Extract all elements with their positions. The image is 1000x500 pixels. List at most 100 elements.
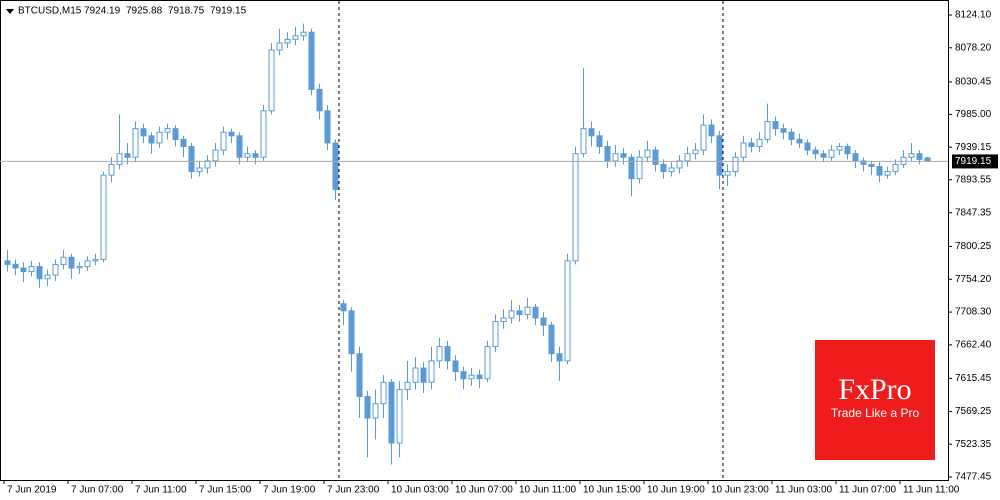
candle-body [500,317,507,323]
logo-brand: FxPro [838,373,911,406]
y-tick-label: 7893.55 [955,174,992,185]
candle-body [612,153,619,162]
y-tick-label: 8078.20 [955,42,992,53]
y-tick-label: 7708.30 [955,307,992,318]
candle-body [148,135,155,144]
x-tick-label: 10 Jun 03:00 [391,485,449,496]
candle-body [852,153,859,162]
candle-body [444,346,451,362]
y-tick-label: 7939.15 [955,142,992,153]
candle-body [892,163,899,173]
candle-body [820,153,827,158]
candle-body [364,396,371,419]
candle-body [412,367,419,383]
candle-body [164,128,171,133]
candles [0,23,948,465]
candle-body [12,263,19,269]
candle-body [492,321,499,348]
candle-body [884,171,891,176]
candle-body [900,156,907,165]
candle-body [236,135,243,158]
candle-body [452,360,459,373]
header-open: 7924.19 [84,6,121,17]
candle-body [316,88,323,112]
candle-body [356,353,363,398]
candle-body [580,128,587,155]
candle-body [572,153,579,262]
x-tick-label: 10 Jun 23:00 [711,485,769,496]
candle-body [636,156,643,180]
candle-body [132,128,139,158]
candle-body [756,138,763,148]
candle-body [84,260,91,268]
candle-body [740,142,747,158]
logo: FxPro Trade Like a Pro [815,340,935,460]
candle-body [604,146,611,162]
candle-body [220,131,227,151]
symbol: BTCUSD,M15 [18,6,82,17]
candle-body [540,317,547,326]
x-tick-label: 7 Jun 07:00 [71,485,124,496]
price-label: 7919.15 [955,156,992,167]
x-tick-label: 7 Jun 15:00 [199,485,252,496]
candle-body [732,156,739,173]
x-tick-label: 10 Jun 15:00 [583,485,641,496]
candle-body [508,310,515,319]
y-tick-label: 7477.45 [955,472,992,483]
candle-body [60,256,67,265]
candle-body [644,149,651,158]
candle-body [268,49,275,112]
candle-body [796,138,803,144]
candle-body [244,153,251,158]
candle-body [724,171,731,176]
candle-body [380,381,387,405]
y-tick-label: 8030.45 [955,77,992,88]
candle-body [156,131,163,144]
candle-body [76,266,83,269]
candle-body [92,258,99,262]
candle-body [388,381,395,444]
x-tick-label: 11 Jun 07:00 [839,485,897,496]
candle-body [876,166,883,176]
candle-body [620,153,627,158]
x-tick-label: 7 Jun 19:00 [263,485,316,496]
candle-body [284,38,291,44]
y-tick-label: 7662.40 [955,340,992,351]
candle-body [700,124,707,151]
x-tick-label: 11 Jun 11:00 [903,485,960,496]
candle-body [204,160,211,169]
candle-body [300,31,307,37]
x-tick-label: 7 Jun 2019 [7,485,57,496]
x-tick-label: 10 Jun 07:00 [455,485,513,496]
y-tick-label: 7615.45 [955,373,992,384]
candle-body [588,128,595,137]
candle-body [628,156,635,180]
header-high: 7925.88 [126,6,163,17]
candle-body [564,260,571,362]
candle-body [868,163,875,168]
price-label-box [952,154,998,169]
candle-body [476,374,483,380]
candle-body [4,260,11,265]
candle-body [428,360,435,383]
x-tick-label: 11 Jun 03:00 [775,485,833,496]
candle-body [124,153,131,158]
candle-body [516,310,523,315]
candle-body [708,124,715,137]
candle-body [308,31,315,90]
candle-body [68,256,75,269]
candle-body [668,167,675,173]
candle-body [332,142,339,190]
candle-body [396,388,403,444]
candle-body [748,142,755,148]
y-tick-label: 7523.35 [955,439,992,450]
candle-body [908,153,915,158]
menu-arrow [6,9,14,14]
y-tick-label: 7754.20 [955,274,992,285]
candle-body [140,128,147,137]
candle-body [108,163,115,176]
logo-tagline: Trade Like a Pro [831,406,920,420]
candle-body [172,128,179,140]
candle-body [116,153,123,165]
